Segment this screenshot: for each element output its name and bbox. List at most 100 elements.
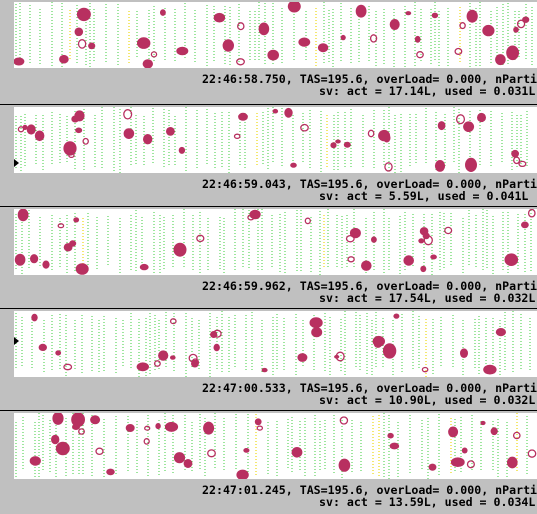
- particle-image: [340, 34, 346, 41]
- particle-image: [490, 427, 498, 436]
- particle-image: [51, 434, 60, 445]
- particle-image: [164, 421, 179, 432]
- particle-image: [153, 360, 161, 367]
- particle-image-canvas: [14, 209, 536, 275]
- particle-image: [434, 160, 446, 172]
- frame-marker-icon: [14, 159, 19, 167]
- particle-image: [238, 112, 248, 121]
- particle-image: [68, 152, 75, 159]
- particle-image: [178, 146, 186, 154]
- particle-image: [506, 45, 519, 61]
- particle-image: [73, 217, 80, 223]
- particle-image: [460, 348, 468, 358]
- particle-image: [75, 127, 83, 134]
- particle-image: [258, 22, 270, 36]
- particle-image: [338, 458, 351, 472]
- particle-image: [309, 317, 323, 329]
- particle-image: [298, 37, 311, 47]
- particle-image: [504, 253, 519, 266]
- frame-timestamp-line: 22:47:01.245, TAS=195.6, overLoad= 0.000…: [202, 483, 537, 497]
- particle-image: [345, 234, 355, 243]
- particle-image: [236, 58, 245, 66]
- probe-frame-5: 22:47:01.245, TAS=195.6, overLoad= 0.000…: [0, 410, 537, 513]
- particle-image-canvas: [14, 2, 533, 68]
- frame-sample-volume-line: sv: act = 17.54L, used = 0.032L: [319, 291, 536, 305]
- particle-image: [466, 460, 475, 469]
- particle-image: [160, 9, 166, 16]
- particle-image: [418, 238, 425, 244]
- particle-image: [75, 263, 89, 275]
- particle-image: [335, 139, 341, 144]
- particle-image: [155, 423, 161, 430]
- particle-image: [300, 123, 309, 132]
- particle-image: [158, 350, 169, 361]
- particle-image: [518, 160, 527, 168]
- particle-image: [14, 57, 25, 66]
- particle-image: [207, 449, 216, 458]
- particle-image: [290, 162, 297, 168]
- frame-sample-volume-line: sv: act = 10.90L, used = 0.032L: [319, 393, 536, 407]
- particle-image: [213, 12, 226, 23]
- particle-image: [420, 265, 427, 273]
- particle-image: [463, 121, 475, 132]
- particle-image: [455, 114, 466, 125]
- particle-image: [507, 456, 518, 469]
- particle-image: [95, 447, 104, 456]
- particle-image: [29, 456, 41, 466]
- particle-image: [477, 112, 486, 123]
- particle-image: [304, 217, 311, 225]
- particle-image: [144, 425, 151, 431]
- particle-image: [330, 142, 337, 149]
- particle-image: [213, 343, 220, 352]
- particle-image: [450, 457, 465, 467]
- particle-image: [317, 43, 329, 53]
- particle-image: [249, 209, 261, 220]
- particle-image-canvas: [15, 107, 528, 173]
- particle-image: [431, 12, 439, 19]
- particle-image: [466, 9, 478, 23]
- particle-image: [63, 141, 77, 156]
- particle-image: [284, 107, 293, 118]
- particle-image: [247, 214, 255, 221]
- probe-frame-3: 22:46:59.962, TAS=195.6, overLoad= 0.000…: [0, 206, 537, 309]
- particle-image: [169, 318, 177, 325]
- particle-image-canvas: [15, 311, 531, 377]
- particle-image: [367, 129, 375, 138]
- particle-image: [203, 421, 215, 435]
- particle-image: [343, 141, 351, 148]
- particle-image: [17, 209, 29, 222]
- particle-image: [139, 263, 149, 271]
- particle-image: [461, 447, 468, 454]
- particle-image: [123, 109, 133, 120]
- particle-image: [136, 362, 149, 372]
- particle-image: [71, 413, 85, 427]
- particle-image: [184, 461, 191, 468]
- particle-image: [261, 367, 268, 373]
- particle-image: [382, 343, 397, 359]
- particle-image: [143, 438, 150, 445]
- particle-image: [78, 428, 85, 435]
- particle-image: [210, 331, 218, 338]
- particle-image: [59, 54, 69, 64]
- particle-image: [123, 128, 135, 139]
- frame-timestamp-line: 22:46:58.750, TAS=195.6, overLoad= 0.000…: [202, 72, 537, 86]
- particle-image: [355, 4, 367, 18]
- particle-image: [371, 236, 377, 243]
- particle-image: [55, 350, 62, 356]
- particle-image: [465, 157, 477, 172]
- particle-image: [55, 441, 70, 456]
- particle-image: [495, 54, 506, 66]
- particle-image: [361, 260, 372, 271]
- particle-image: [335, 351, 345, 362]
- frame-sample-volume-line: sv: act = 17.14L, used = 0.031L: [319, 84, 536, 98]
- particle-image-strip: [14, 209, 537, 275]
- particle-image: [173, 242, 187, 257]
- particle-image: [125, 424, 135, 432]
- particle-image: [349, 227, 361, 239]
- frame-timestamp-line: 22:46:59.043, TAS=195.6, overLoad= 0.000…: [202, 177, 537, 191]
- particle-image: [222, 39, 234, 52]
- particle-image: [527, 209, 536, 218]
- particle-image: [69, 240, 77, 247]
- frame-timestamp-line: 22:46:59.962, TAS=195.6, overLoad= 0.000…: [202, 279, 537, 293]
